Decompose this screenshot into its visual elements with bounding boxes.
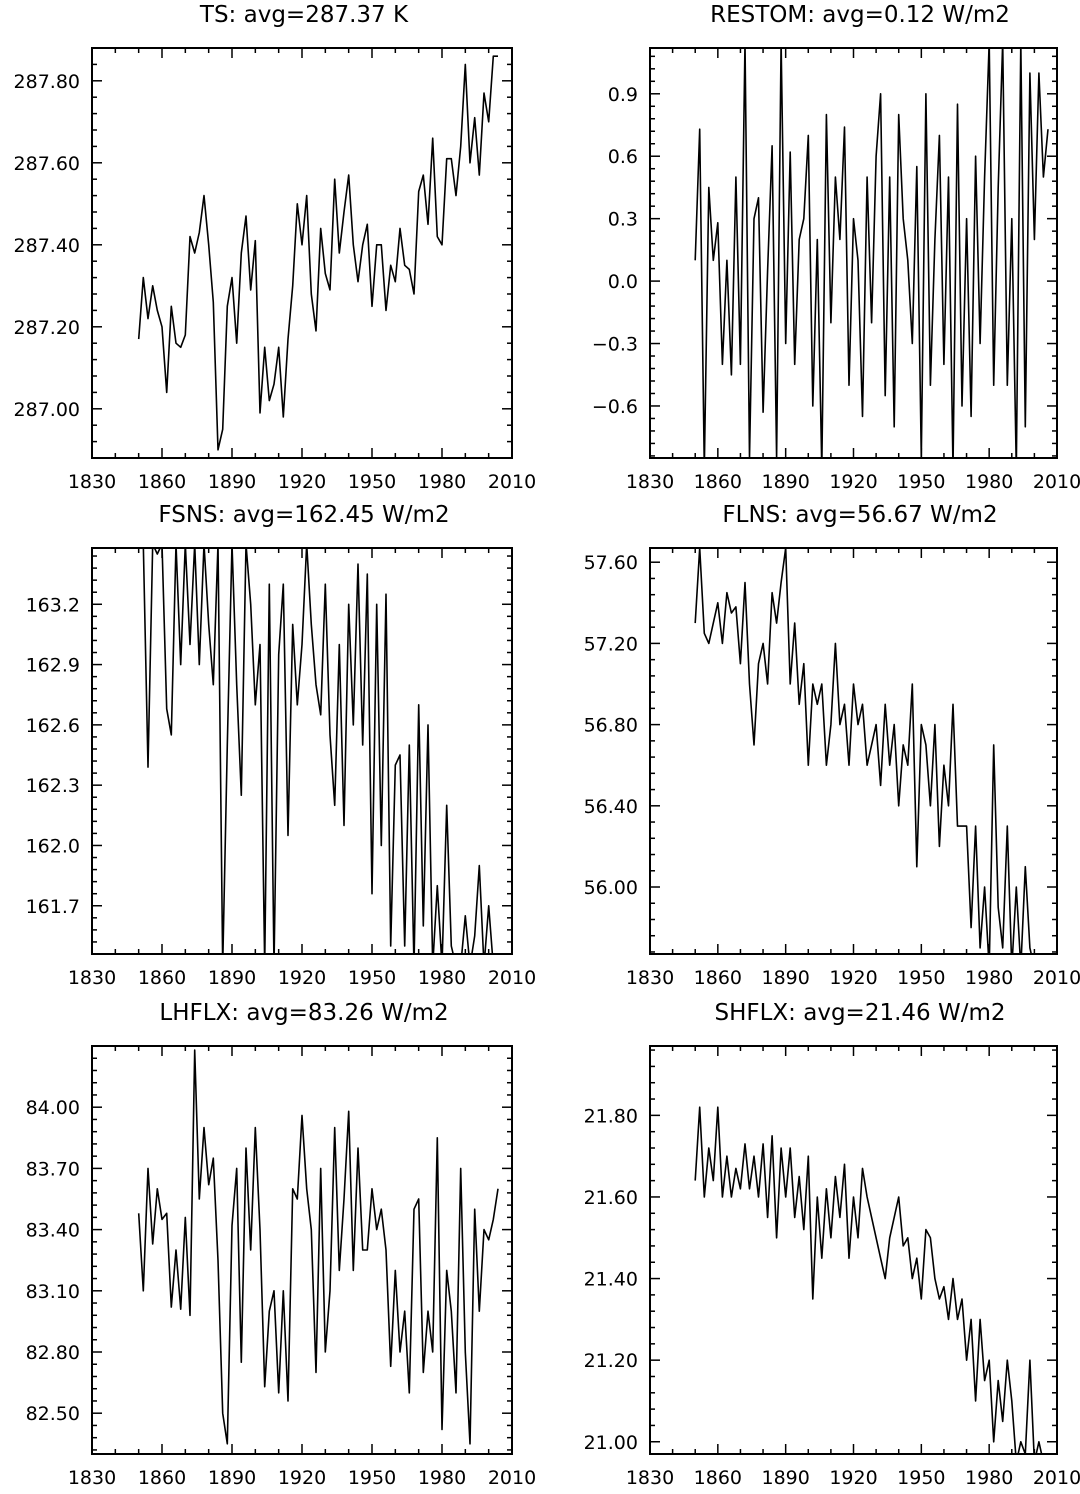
x-tick-label: 1980	[965, 1467, 1013, 1489]
y-tick-label: 83.40	[26, 1220, 80, 1242]
panel-title: RESTOM: avg=0.12 W/m2	[710, 2, 1010, 28]
plot-frame	[649, 1045, 1058, 1455]
x-tick-label: 1920	[829, 1467, 877, 1489]
x-tick-label: 1830	[68, 967, 116, 989]
x-tick-label: 1920	[278, 471, 326, 493]
x-tick-label: 1890	[208, 967, 256, 989]
y-tick-label: −0.3	[592, 334, 638, 356]
y-tick-label: 56.40	[584, 796, 638, 818]
x-tick-label: 1890	[208, 1467, 256, 1489]
y-tick-label: 82.50	[26, 1403, 80, 1425]
x-tick-label: 2010	[1033, 1467, 1080, 1489]
x-tick-label: 1980	[418, 471, 466, 493]
x-tick-label: 1950	[897, 967, 945, 989]
x-tick-label: 1860	[138, 471, 186, 493]
y-tick-label: 287.20	[14, 317, 80, 339]
y-tick-label: 57.60	[584, 552, 638, 574]
panel-title: LHFLX: avg=83.26 W/m2	[159, 1000, 448, 1026]
y-tick-label: 21.40	[584, 1269, 638, 1291]
y-tick-label: 162.3	[26, 775, 80, 797]
x-tick-label: 2010	[1033, 967, 1080, 989]
panel-title: SHFLX: avg=21.46 W/m2	[714, 1000, 1005, 1026]
series-line	[694, 1106, 1043, 1454]
panel-ts: TS: avg=287.37 K 1830 1860 1890 1920 1950 198…	[14, 2, 537, 493]
x-tick-label: 1860	[138, 967, 186, 989]
x-tick-label: 1920	[829, 967, 877, 989]
y-tick-label: 56.00	[584, 877, 638, 899]
x-tick-label: 1950	[897, 1467, 945, 1489]
y-tick-label: 84.00	[26, 1097, 80, 1119]
panel-fsns: FSNS: avg=162.45 W/m2 1830 1860 1890 1920 19…	[26, 502, 537, 989]
series-line	[142, 548, 494, 954]
x-tick-label: 2010	[1033, 471, 1080, 493]
x-tick-label: 1890	[761, 967, 809, 989]
x-tick-label: 1890	[761, 471, 809, 493]
x-tick-label: 1950	[348, 1467, 396, 1489]
x-tick-label: 1890	[761, 1467, 809, 1489]
x-tick-label: 1860	[694, 1467, 742, 1489]
y-tick-label: 21.80	[584, 1105, 638, 1127]
x-tick-label: 1890	[208, 471, 256, 493]
series-line	[694, 48, 1049, 458]
y-tick-label: 21.60	[584, 1187, 638, 1209]
x-tick-label: 1830	[626, 471, 674, 493]
x-tick-label: 1830	[626, 1467, 674, 1489]
x-tick-label: 1920	[278, 1467, 326, 1489]
x-tick-label: 1830	[68, 471, 116, 493]
series-line	[137, 55, 498, 451]
y-tick-label: 83.70	[26, 1158, 80, 1180]
panel-restom: RESTOM: avg=0.12 W/m2 1830 1860 1890 1920 19…	[592, 2, 1080, 493]
x-tick-label: 1950	[897, 471, 945, 493]
panel-title: FLNS: avg=56.67 W/m2	[722, 502, 997, 528]
panel-lhflx: LHFLX: avg=83.26 W/m2 1830 1860 1890 1920 19…	[26, 1000, 537, 1489]
y-tick-label: 83.10	[26, 1281, 80, 1303]
x-tick-label: 2010	[488, 1467, 536, 1489]
x-tick-label: 1950	[348, 967, 396, 989]
panel-title: TS: avg=287.37 K	[199, 2, 409, 28]
x-tick-label: 1830	[68, 1467, 116, 1489]
y-tick-label: 162.0	[26, 835, 80, 857]
x-tick-label: 1950	[348, 471, 396, 493]
y-tick-label: 21.00	[584, 1432, 638, 1454]
x-tick-label: 1860	[138, 1467, 186, 1489]
y-tick-label: 163.2	[26, 594, 80, 616]
x-tick-label: 2010	[488, 471, 536, 493]
plot-frame	[91, 47, 513, 459]
plot-frame	[649, 547, 1058, 955]
x-tick-label: 1860	[694, 471, 742, 493]
series-line	[137, 1049, 499, 1445]
plot-frame	[91, 1045, 513, 1455]
y-tick-label: 0.3	[608, 209, 638, 231]
x-tick-label: 1920	[278, 967, 326, 989]
x-tick-label: 1980	[418, 967, 466, 989]
y-tick-label: 287.60	[14, 153, 80, 175]
y-tick-label: 21.20	[584, 1350, 638, 1372]
y-tick-label: 57.20	[584, 633, 638, 655]
x-tick-label: 1830	[626, 967, 674, 989]
panel-shflx: SHFLX: avg=21.46 W/m2 1830 1860 1890 1920 19…	[584, 1000, 1080, 1489]
y-tick-label: 287.40	[14, 235, 80, 257]
panel-title: FSNS: avg=162.45 W/m2	[158, 502, 449, 528]
x-tick-label: 1920	[829, 471, 877, 493]
y-tick-label: 0.6	[608, 146, 638, 168]
x-tick-label: 2010	[488, 967, 536, 989]
y-tick-label: 0.0	[608, 271, 638, 293]
y-tick-label: 56.80	[584, 715, 638, 737]
y-tick-label: 287.80	[14, 71, 80, 93]
y-tick-label: 0.9	[608, 84, 638, 106]
x-tick-label: 1980	[965, 471, 1013, 493]
y-tick-label: 162.6	[26, 715, 80, 737]
panel-flns: FLNS: avg=56.67 W/m2 1830 1860 1890 1920 195…	[584, 502, 1080, 989]
y-tick-label: 161.7	[26, 896, 80, 918]
y-tick-label: 162.9	[26, 655, 80, 677]
series-line	[694, 548, 1033, 954]
y-tick-label: 82.80	[26, 1342, 80, 1364]
y-tick-label: 287.00	[14, 399, 80, 421]
x-tick-label: 1980	[965, 967, 1013, 989]
x-tick-label: 1980	[418, 1467, 466, 1489]
x-tick-label: 1860	[694, 967, 742, 989]
y-tick-label: −0.6	[592, 396, 638, 418]
